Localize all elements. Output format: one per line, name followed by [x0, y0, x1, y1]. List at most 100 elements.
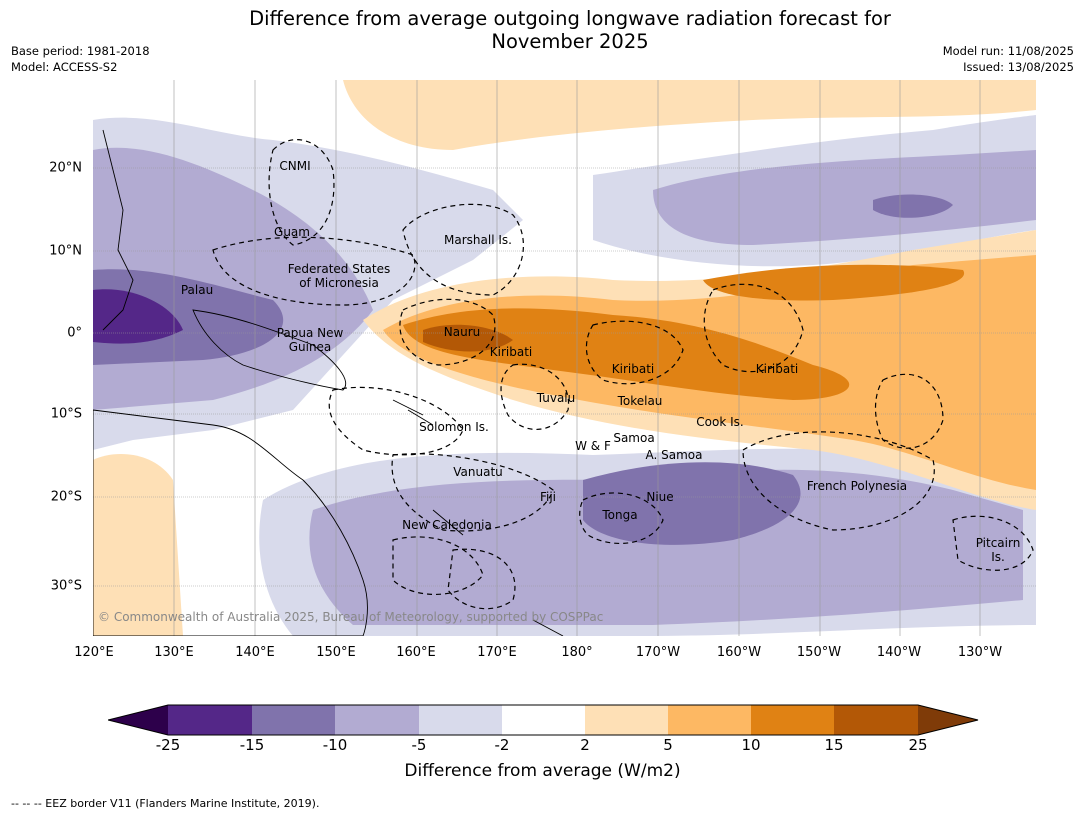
- title-line-1: Difference from average outgoing longwav…: [249, 7, 891, 30]
- australia-coast: [93, 409, 368, 636]
- lon-tick-130e: 130°E: [154, 645, 194, 660]
- eez-borders: [212, 139, 1034, 610]
- colorbar-bin-3: [335, 705, 419, 735]
- label-kiribati-2: Kiribati: [611, 362, 655, 376]
- label-guam: Guam: [274, 225, 310, 239]
- eez-french-polynesia: [742, 431, 935, 531]
- colorbar-tick-7: 5: [663, 736, 673, 754]
- label-tuvalu: Tuvalu: [536, 391, 576, 405]
- eez-fsm: [212, 236, 416, 306]
- colorbar-tick-1: -25: [155, 736, 181, 754]
- lon-tick-170w: 170°W: [635, 645, 681, 660]
- lat-tick-20s: 20°S: [50, 489, 82, 505]
- label-png-2: Guinea: [288, 340, 332, 354]
- model-name: Model: ACCESS-S2: [11, 60, 118, 74]
- pale-orange-north: [343, 80, 1036, 150]
- colorbar-bin-2: [252, 705, 335, 735]
- eez-kiribati-central: [585, 320, 684, 385]
- colorbar-outline: [108, 704, 979, 736]
- colorbar-bin-8: [751, 705, 834, 735]
- label-niue: Niue: [646, 490, 674, 504]
- model-run: Model run: 11/08/2025: [942, 44, 1074, 58]
- lon-tick-140e: 140°E: [235, 645, 275, 660]
- dark-orange-east: [703, 264, 965, 301]
- base-period: Base period: 1981-2018: [11, 44, 150, 58]
- label-wf: W & F: [575, 439, 611, 453]
- label-png-1: Papua New: [276, 326, 344, 340]
- lat-tick-30s: 30°S: [50, 578, 82, 594]
- issued-date: Issued: 13/08/2025: [963, 60, 1074, 74]
- label-solomon: Solomon Is.: [419, 420, 489, 434]
- solomon-islands: [392, 399, 434, 426]
- anomaly-map: [93, 80, 1036, 636]
- colorbar-bin-6: [585, 705, 668, 735]
- label-fiji: Fiji: [539, 490, 557, 504]
- pale-orange-sw: [93, 454, 183, 636]
- lon-tick-170e: 170°E: [477, 645, 517, 660]
- dark-orange-band: [403, 308, 850, 400]
- colorbar-bin-9: [834, 705, 918, 735]
- lat-tick-20n: 20°N: [49, 160, 82, 176]
- lon-tick-150w: 150°W: [796, 645, 842, 660]
- meridians: [173, 80, 981, 636]
- colorbar-tick-9: 15: [824, 736, 844, 754]
- map-panel: CNMI Guam Marshall Is. Federated States …: [93, 80, 1036, 636]
- new-zealand: [532, 619, 564, 636]
- label-asamoa: A. Samoa: [645, 448, 703, 462]
- colorbar-tick-3: -10: [322, 736, 348, 754]
- label-kiribati-3: Kiribati: [755, 362, 799, 376]
- lon-tick-140w: 140°W: [876, 645, 922, 660]
- lon-tick-130w: 130°W: [957, 645, 1003, 660]
- lat-tick-10s: 10°S: [50, 406, 82, 422]
- label-nauru: Nauru: [443, 325, 481, 339]
- label-cook: Cook Is.: [696, 415, 744, 429]
- colorbar-bin-7: [668, 705, 751, 735]
- label-palau: Palau: [180, 283, 214, 297]
- colorbar-tick-4: -5: [411, 736, 427, 754]
- eez-cnmi: [268, 139, 335, 246]
- colorbar-tick-8: 10: [741, 736, 761, 754]
- colorbar-extend-high: [918, 705, 978, 735]
- philippines-coast: [102, 129, 134, 331]
- colorbar-tick-2: -15: [239, 736, 265, 754]
- colorbar-bin-4: [419, 705, 502, 735]
- colorbar-tick-10: 25: [908, 736, 928, 754]
- lon-tick-160w: 160°W: [716, 645, 762, 660]
- meta-right: Model run: 11/08/2025 Issued: 13/08/2025: [943, 43, 1074, 75]
- colorbar-extend-low: [108, 705, 168, 735]
- eez-kiribati-east: [703, 283, 804, 373]
- map-title: Difference from average outgoing longwav…: [0, 7, 1085, 53]
- brown-core: [423, 324, 513, 352]
- label-fsm-2: of Micronesia: [299, 276, 379, 290]
- new-caledonia: [432, 509, 464, 536]
- colorbar-tick-5: -2: [494, 736, 510, 754]
- label-new-caledonia: New Caledonia: [402, 518, 492, 532]
- label-french-polynesia: French Polynesia: [806, 479, 908, 493]
- dark-purple-ne: [873, 194, 953, 218]
- eez-tuvalu: [500, 363, 570, 430]
- eez-south: [447, 548, 516, 610]
- lat-tick-10n: 10°N: [49, 243, 82, 259]
- label-pitcairn-1: Pitcairn: [975, 536, 1021, 550]
- new-guinea-coast: [192, 309, 347, 391]
- label-marshall: Marshall Is.: [444, 233, 512, 247]
- colorbar: [108, 704, 979, 736]
- eez-southeast: [874, 373, 944, 449]
- lon-tick-150e: 150°E: [316, 645, 356, 660]
- lon-tick-120e: 120°E: [74, 645, 114, 660]
- anomaly-fill: [93, 80, 1036, 636]
- label-vanuatu: Vanuatu: [453, 465, 503, 479]
- label-samoa: Samoa: [613, 431, 655, 445]
- eez-nauru-kiribati: [399, 298, 496, 366]
- lon-tick-180: 180°: [561, 645, 593, 660]
- lat-tick-0: 0°: [67, 325, 82, 341]
- label-pitcairn-2: Is.: [991, 550, 1005, 564]
- colorbar-title: Difference from average (W/m2): [404, 761, 681, 781]
- mid-purple-ne: [653, 150, 1036, 245]
- label-tokelau: Tokelau: [617, 394, 663, 408]
- eez-newcal: [392, 536, 484, 596]
- colorbar-bin-5: [502, 705, 585, 735]
- eez-marshall: [402, 203, 524, 296]
- meta-left: Base period: 1981-2018 Model: ACCESS-S2: [11, 43, 150, 75]
- coastlines: [93, 129, 564, 636]
